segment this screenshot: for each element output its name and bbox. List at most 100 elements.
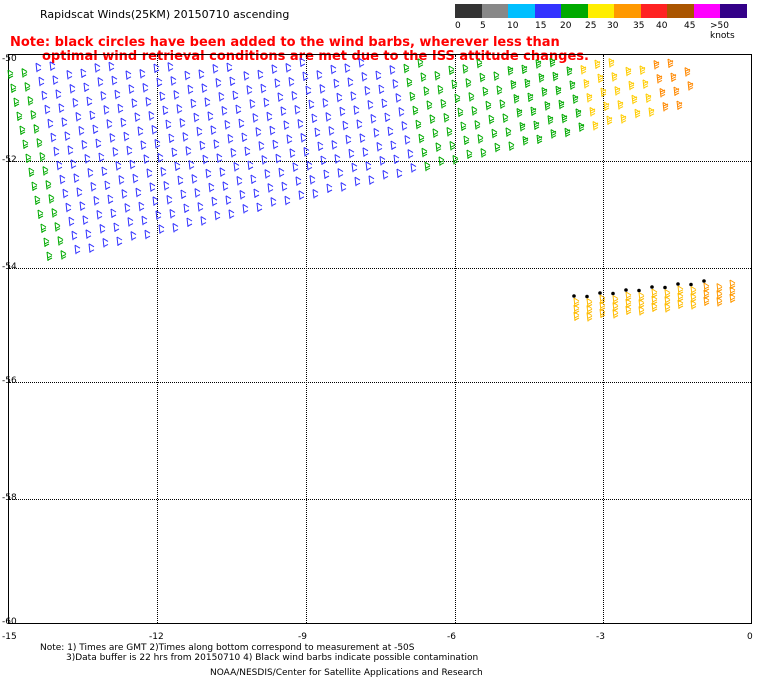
wind-barb (659, 87, 666, 98)
wind-barb (68, 216, 75, 227)
wind-barb (153, 63, 160, 74)
wind-barb (126, 145, 133, 156)
wind-barb (98, 152, 105, 163)
wind-barb (85, 229, 92, 239)
wind-barb (417, 58, 424, 68)
wind-barb (325, 112, 332, 122)
y-tick-label: -58 (2, 493, 17, 503)
legend-color-swatch (561, 4, 588, 18)
wind-barb (364, 85, 371, 96)
wind-barb (107, 194, 114, 205)
wind-barb (642, 79, 649, 89)
wind-barb (586, 305, 593, 315)
wind-barb (129, 159, 136, 170)
wind-barb (333, 78, 340, 89)
wind-barb (510, 79, 517, 90)
legend-color-swatch (534, 4, 561, 18)
wind-barb (80, 68, 87, 79)
wind-barb (229, 76, 236, 87)
wind-barb (40, 223, 47, 234)
wind-barb (689, 282, 697, 296)
wind-barb (404, 135, 411, 145)
wind-barb (54, 222, 61, 232)
wind-barb (87, 167, 94, 178)
wind-barb (123, 131, 130, 142)
longitude-gridline (157, 55, 158, 623)
wind-barb (569, 80, 576, 90)
wind-barb (82, 215, 89, 225)
wind-barb (188, 160, 195, 170)
wind-barb (241, 132, 248, 143)
wind-barb (230, 147, 237, 158)
wind-barb (424, 161, 431, 172)
wind-barb (157, 152, 164, 163)
wind-barb (131, 98, 138, 108)
wind-barb (284, 195, 291, 206)
wind-barb (232, 90, 239, 101)
wind-barb (401, 121, 408, 131)
wind-barb (166, 194, 173, 205)
wind-barb (370, 113, 377, 124)
wind-barb (41, 90, 48, 101)
wind-barb (345, 134, 352, 145)
wind-barb (555, 85, 562, 96)
wind-barb (415, 119, 422, 130)
wind-barb (110, 208, 117, 219)
wind-barb (84, 153, 91, 164)
wind-barb (64, 131, 71, 141)
wind-barb (336, 92, 343, 103)
wind-barb (367, 99, 374, 110)
wind-barb (365, 161, 372, 171)
wind-barb (135, 187, 142, 198)
wind-barb (653, 59, 660, 70)
wind-barb (598, 291, 606, 305)
wind-barb (446, 126, 453, 137)
wind-barb (331, 140, 338, 150)
y-tick-label: -54 (2, 262, 17, 272)
wind-barb (216, 153, 223, 163)
wind-barb (260, 83, 267, 94)
wind-barb (620, 114, 627, 124)
wind-barb (358, 57, 365, 68)
wind-barb (395, 93, 402, 103)
wind-barb (558, 99, 565, 110)
wind-barb (48, 194, 55, 204)
wind-barb (255, 127, 262, 137)
wind-barb (58, 103, 65, 113)
wind-barb (651, 295, 658, 306)
wind-barb (631, 94, 638, 105)
wind-barb (67, 145, 74, 155)
wind-barb (536, 134, 543, 145)
attitude-note-line-2: optimal wind retrieval conditions are me… (42, 49, 589, 64)
wind-barb (224, 119, 231, 130)
wind-barb (114, 89, 121, 100)
wind-barb (90, 181, 97, 192)
wind-barb (302, 71, 309, 82)
wind-barb (667, 58, 674, 69)
wind-barb (600, 87, 607, 98)
wind-barb (246, 85, 253, 95)
wind-barb (183, 203, 190, 214)
wind-barb (270, 197, 277, 207)
wind-barb (454, 93, 461, 104)
wind-barb (145, 96, 152, 107)
wind-barb (423, 86, 430, 96)
wind-barb (19, 125, 26, 136)
wind-barb (200, 216, 207, 226)
wind-barb (137, 126, 144, 136)
wind-barb (457, 107, 464, 118)
wind-barb (36, 138, 43, 148)
wind-barb (443, 112, 450, 123)
legend-label: 5 (480, 21, 486, 31)
wind-barb (308, 99, 315, 110)
wind-barb (258, 141, 265, 151)
wind-barb (299, 57, 306, 68)
wind-barb (45, 180, 52, 190)
wind-barb (134, 112, 141, 122)
wind-barb (611, 291, 619, 305)
wind-barb (158, 224, 165, 234)
wind-barb (211, 196, 218, 207)
x-tick-label: -12 (149, 632, 164, 642)
wind-barb (368, 175, 375, 185)
wind-barb (702, 279, 710, 293)
